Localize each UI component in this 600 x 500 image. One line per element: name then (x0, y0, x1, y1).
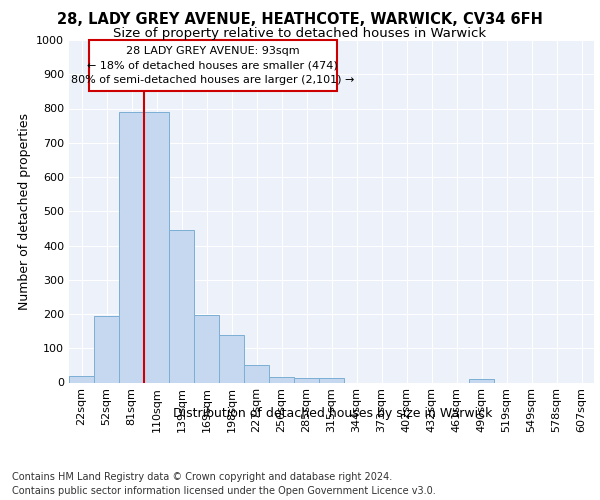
Text: Size of property relative to detached houses in Warwick: Size of property relative to detached ho… (113, 28, 487, 40)
Y-axis label: Number of detached properties: Number of detached properties (17, 113, 31, 310)
Text: Contains public sector information licensed under the Open Government Licence v3: Contains public sector information licen… (12, 486, 436, 496)
Bar (244, 366, 269, 382)
Bar (469, 379, 494, 382)
Bar (294, 378, 319, 382)
Text: 28, LADY GREY AVENUE, HEATHCOTE, WARWICK, CV34 6FH: 28, LADY GREY AVENUE, HEATHCOTE, WARWICK… (57, 12, 543, 28)
Text: Distribution of detached houses by size in Warwick: Distribution of detached houses by size … (173, 408, 493, 420)
Bar (69, 376, 94, 382)
Bar (194, 314, 219, 382)
Bar (119, 112, 144, 382)
Text: Contains HM Land Registry data © Crown copyright and database right 2024.: Contains HM Land Registry data © Crown c… (12, 472, 392, 482)
Bar (94, 316, 119, 382)
Bar (319, 378, 344, 382)
Text: 28 LADY GREY AVENUE: 93sqm
← 18% of detached houses are smaller (474)
80% of sem: 28 LADY GREY AVENUE: 93sqm ← 18% of deta… (71, 46, 355, 86)
Bar (219, 334, 244, 382)
FancyBboxPatch shape (89, 40, 337, 92)
Bar (169, 230, 194, 382)
Bar (144, 112, 169, 382)
Bar (269, 376, 294, 382)
